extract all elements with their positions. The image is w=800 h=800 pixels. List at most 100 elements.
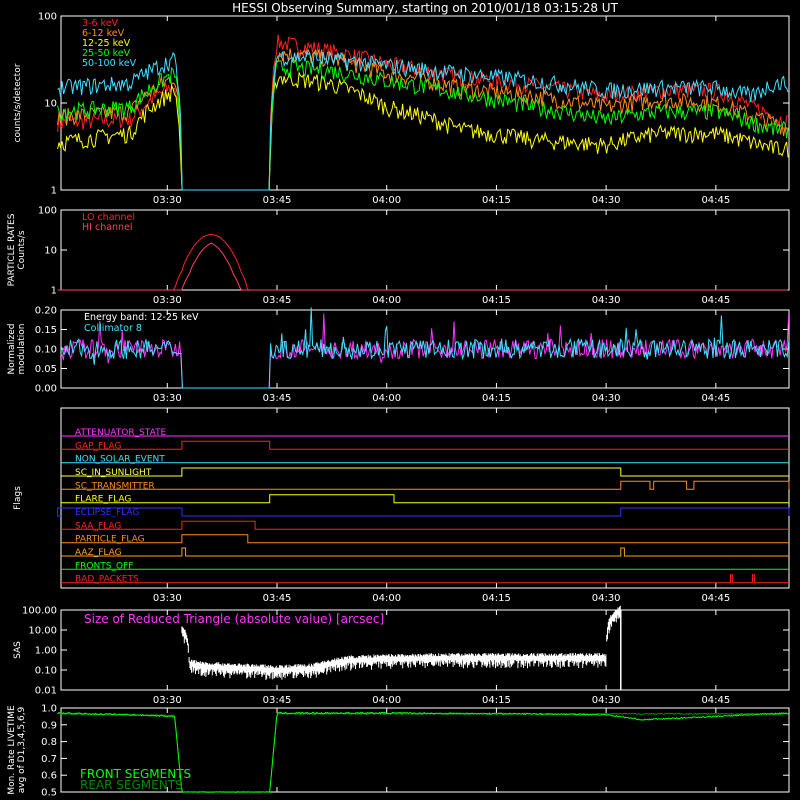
- flag-label: ECLIPSE_FLAG: [75, 508, 139, 518]
- x-tick-label: 04:15: [482, 295, 511, 306]
- legend-entry: 6-12 keV: [82, 28, 125, 39]
- y-axis-label: SAS: [13, 641, 23, 659]
- y-tick-label: 0.05: [35, 364, 57, 375]
- series-line: [57, 71, 789, 191]
- x-tick-label: 04:45: [701, 295, 730, 306]
- x-tick-label: 03:45: [263, 393, 292, 404]
- x-tick-label: 03:30: [153, 393, 182, 404]
- x-tick-label: 04:15: [482, 593, 511, 604]
- flag-label: BAD_PACKETS: [75, 575, 139, 585]
- x-tick-label: 04:00: [372, 695, 401, 706]
- y-tick-label: 1: [51, 286, 57, 297]
- y-tick-label: 0.00: [35, 384, 57, 395]
- legend-entry: 50-100 keV: [82, 58, 137, 69]
- series-line: [57, 58, 789, 191]
- panel-frame: [60, 707, 790, 793]
- flag-label: SC_TRANSMITTER: [75, 481, 155, 491]
- series-line: [61, 307, 790, 389]
- y-tick-label: 10: [44, 246, 57, 257]
- x-tick-label: 04:15: [482, 195, 511, 206]
- x-tick-label: 04:00: [372, 593, 401, 604]
- flag-line: [61, 440, 789, 450]
- flag-label: ATTENUATOR_STATE: [75, 428, 167, 438]
- x-tick-label: 03:45: [263, 295, 292, 306]
- flag-label: FRONTS_OFF: [75, 561, 133, 571]
- y-tick-label: 1.0: [41, 704, 57, 715]
- panel-annotation: Size of Reduced Triangle (absolute value…: [84, 612, 384, 626]
- legend-entry: 25-50 keV: [82, 48, 131, 59]
- x-tick-label: 03:30: [153, 295, 182, 306]
- legend-entry: Collimator 8: [84, 323, 142, 334]
- y-tick-label: 0.15: [35, 325, 57, 336]
- plot-title: HESSI Observing Summary, starting on 201…: [232, 1, 618, 15]
- panel-particle: 03:30 03:45 04:00 04:15 04:30 04:45 1 10 100 PART…: [7, 206, 790, 306]
- y-tick-label: 0.9: [41, 720, 57, 731]
- flag-line: [57, 507, 790, 517]
- panel-modulation: 03:30 03:45 04:00 04:15 04:30 04:45 0.00 0.05 0.…: [7, 306, 790, 404]
- panel-annotation: Energy band: 12-25 keV: [84, 312, 199, 323]
- x-tick-label: 04:00: [372, 393, 401, 404]
- x-tick-label: 04:45: [701, 195, 730, 206]
- y-tick-label: 0.6: [41, 771, 57, 782]
- legend-entry: REAR SEGMENTS: [80, 778, 183, 792]
- y-tick-label: 1.00: [35, 646, 57, 657]
- x-tick-label: 04:15: [482, 393, 511, 404]
- x-tick-label: 03:30: [153, 695, 182, 706]
- y-tick-label: 0.10: [35, 345, 57, 356]
- panels: 03:30 03:45 04:00 04:15 04:30 04:45 1 10 100 coun…: [7, 12, 790, 799]
- series-line: [57, 50, 789, 191]
- flag-line: [61, 480, 790, 490]
- panel-livetime: 0.5 0.6 0.7 0.8 0.9 1.0 Mon. Rate LIVETIME avg …: [7, 704, 790, 799]
- flag-label: FLARE_FLAG: [75, 495, 131, 505]
- series-line: [57, 711, 789, 793]
- flag-line: [61, 520, 789, 530]
- legend-entry: HI channel: [82, 222, 133, 233]
- x-tick-label: 04:15: [482, 695, 511, 706]
- x-tick-label: 04:45: [701, 593, 730, 604]
- x-tick-label: 04:30: [592, 195, 621, 206]
- y-tick-label: 100: [38, 12, 57, 23]
- y-axis-label: PARTICLE RATES: [7, 213, 17, 286]
- x-tick-label: 03:45: [263, 593, 292, 604]
- flag-line: [61, 494, 789, 504]
- x-tick-label: 04:45: [701, 695, 730, 706]
- x-tick-label: 04:45: [701, 393, 730, 404]
- x-tick-label: 04:30: [592, 593, 621, 604]
- y-tick-label: 0.5: [41, 788, 57, 799]
- flag-label: GAP_FLAG: [75, 441, 121, 451]
- x-tick-label: 04:00: [372, 295, 401, 306]
- y-tick-label: 0.01: [35, 686, 57, 697]
- y-axis-label: modulation: [17, 324, 27, 375]
- x-tick-label: 03:30: [153, 593, 182, 604]
- x-tick-label: 04:00: [372, 195, 401, 206]
- y-axis-label: Flags: [13, 486, 23, 510]
- y-tick-label: 0.8: [41, 737, 57, 748]
- flag-line: [61, 534, 789, 544]
- flag-label: SAA_FLAG: [75, 521, 121, 531]
- y-tick-label: 10.00: [28, 626, 57, 637]
- y-tick-label: 10: [44, 99, 57, 110]
- y-tick-label: 0.10: [35, 666, 57, 677]
- panel-frame: [60, 407, 790, 589]
- legend-entry: FRONT SEGMENTS: [80, 767, 191, 781]
- y-tick-label: 100.00: [22, 606, 57, 617]
- y-tick-label: 100: [38, 206, 57, 217]
- flag-label: SC_IN_SUNLIGHT: [75, 468, 152, 478]
- y-tick-label: 0.20: [35, 306, 57, 317]
- panel-sas: 03:30 03:45 04:00 04:15 04:30 04:45 0.01 0.10 1.…: [13, 606, 790, 706]
- y-tick-label: 0.7: [41, 754, 57, 765]
- flag-line: [61, 574, 789, 584]
- x-tick-label: 04:30: [592, 393, 621, 404]
- x-tick-label: 04:30: [592, 295, 621, 306]
- y-axis-label: Counts/s: [17, 230, 27, 269]
- y-tick-label: 1: [51, 186, 57, 197]
- flag-label: PARTICLE_FLAG: [75, 535, 145, 545]
- y-axis-label: avg of D1,3,4,5,6,9: [17, 706, 27, 793]
- x-tick-label: 03:45: [263, 695, 292, 706]
- panel-flags: 03:30 03:45 04:00 04:15 04:30 04:45 Flags ATTEN…: [13, 407, 790, 604]
- panel-counts: 03:30 03:45 04:00 04:15 04:30 04:45 1 10 100 coun…: [13, 12, 790, 206]
- flag-line: [61, 547, 789, 557]
- series-line: [57, 242, 788, 291]
